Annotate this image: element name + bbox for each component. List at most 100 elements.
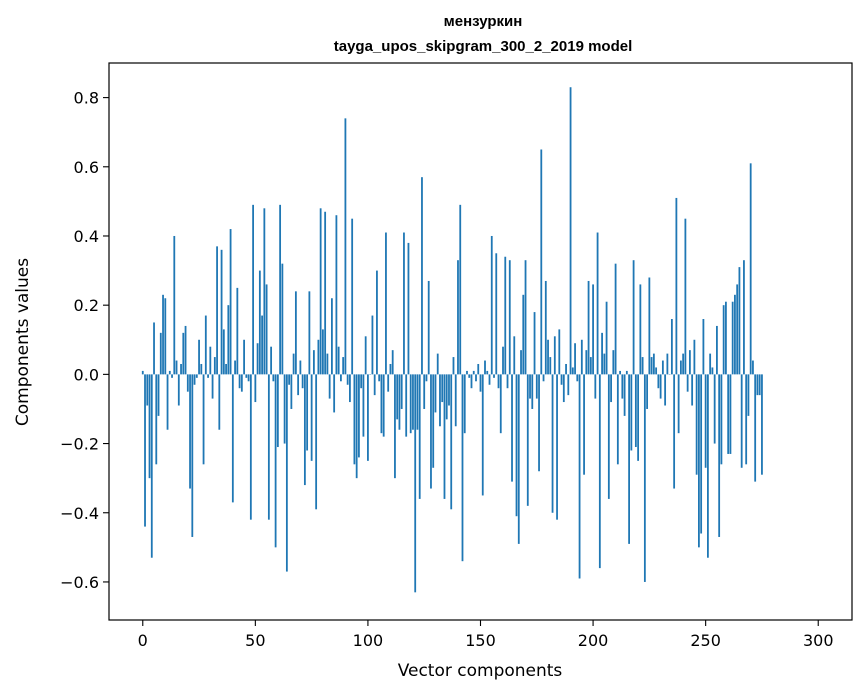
bar-145: [468, 374, 470, 377]
bar-40: [232, 374, 234, 502]
bar-1: [144, 374, 146, 526]
bar-114: [399, 374, 401, 429]
bar-110: [390, 364, 392, 374]
bar-105: [378, 374, 380, 381]
bar-81: [324, 212, 326, 375]
bar-23: [194, 374, 196, 384]
bar-131: [437, 354, 439, 375]
bar-43: [239, 374, 241, 388]
bar-251: [707, 374, 709, 557]
bar-44: [241, 374, 243, 391]
bar-259: [725, 302, 727, 375]
y-tick-label: −0.6: [60, 573, 99, 592]
bar-261: [730, 374, 732, 454]
bar-79: [320, 208, 322, 374]
bar-8: [160, 333, 162, 375]
bar-7: [158, 374, 160, 416]
bar-152: [484, 361, 486, 375]
y-tick-label: 0.6: [74, 158, 99, 177]
bar-186: [561, 374, 563, 384]
bar-181: [549, 357, 551, 374]
bar-177: [540, 149, 542, 374]
bar-15: [176, 361, 178, 375]
bar-100: [367, 374, 369, 460]
bar-231: [662, 361, 664, 375]
y-tick-label: −0.4: [60, 504, 99, 523]
x-tick-label: 150: [465, 631, 496, 650]
bar-163: [509, 260, 511, 374]
bar-182: [552, 374, 554, 512]
bar-9: [162, 295, 164, 375]
bar-109: [387, 374, 389, 391]
bar-162: [507, 374, 509, 388]
bar-103: [374, 374, 376, 395]
bar-14: [173, 236, 175, 374]
bar-130: [435, 374, 437, 412]
y-tick-label: 0.0: [74, 365, 99, 384]
bar-188: [565, 364, 567, 374]
bar-211: [617, 374, 619, 464]
bar-255: [716, 326, 718, 374]
bars-group: [142, 87, 763, 592]
bar-254: [714, 374, 716, 443]
bar-219: [635, 374, 637, 447]
bar-257: [721, 374, 723, 464]
y-axis-ticks: −0.6−0.4−0.20.00.20.40.60.8: [60, 89, 109, 592]
bar-20: [187, 374, 189, 391]
bar-135: [446, 374, 448, 419]
bar-204: [601, 333, 603, 375]
bar-151: [482, 374, 484, 495]
bar-134: [444, 374, 446, 499]
bar-176: [538, 374, 540, 471]
bar-89: [342, 357, 344, 374]
bar-97: [360, 374, 362, 388]
bar-224: [646, 374, 648, 409]
bar-223: [644, 374, 646, 582]
bar-169: [522, 295, 524, 375]
bar-206: [606, 302, 608, 375]
bar-94: [354, 374, 356, 464]
bar-34: [218, 374, 220, 429]
bar-49: [252, 205, 254, 375]
bar-10: [164, 298, 166, 374]
bar-59: [275, 374, 277, 547]
bar-108: [385, 233, 387, 375]
bar-66: [290, 374, 292, 409]
bar-98: [363, 374, 365, 436]
bar-161: [504, 257, 506, 375]
y-tick-label: 0.2: [74, 296, 99, 315]
bar-65: [288, 374, 290, 384]
bar-25: [198, 340, 200, 375]
bar-158: [498, 374, 500, 388]
bar-77: [315, 374, 317, 509]
bar-232: [664, 374, 666, 405]
x-tick-label: 0: [138, 631, 148, 650]
bar-29: [207, 374, 209, 377]
bar-189: [567, 374, 569, 395]
bar-241: [684, 219, 686, 375]
bar-156: [493, 374, 495, 377]
bar-195: [581, 340, 583, 375]
bar-121: [414, 374, 416, 592]
bar-210: [615, 264, 617, 375]
bar-248: [700, 374, 702, 533]
bar-205: [603, 354, 605, 375]
bar-55: [266, 284, 268, 374]
bar-256: [718, 374, 720, 537]
bar-154: [489, 374, 491, 384]
bar-123: [419, 374, 421, 499]
bar-67: [293, 354, 295, 375]
bar-165: [513, 336, 515, 374]
bar-80: [322, 329, 324, 374]
bar-38: [227, 305, 229, 374]
bar-5: [153, 322, 155, 374]
bar-73: [306, 374, 308, 450]
bar-150: [480, 374, 482, 391]
bar-58: [272, 374, 274, 381]
bar-111: [392, 350, 394, 374]
bar-214: [624, 374, 626, 416]
x-tick-label: 50: [245, 631, 265, 650]
bar-124: [421, 177, 423, 374]
